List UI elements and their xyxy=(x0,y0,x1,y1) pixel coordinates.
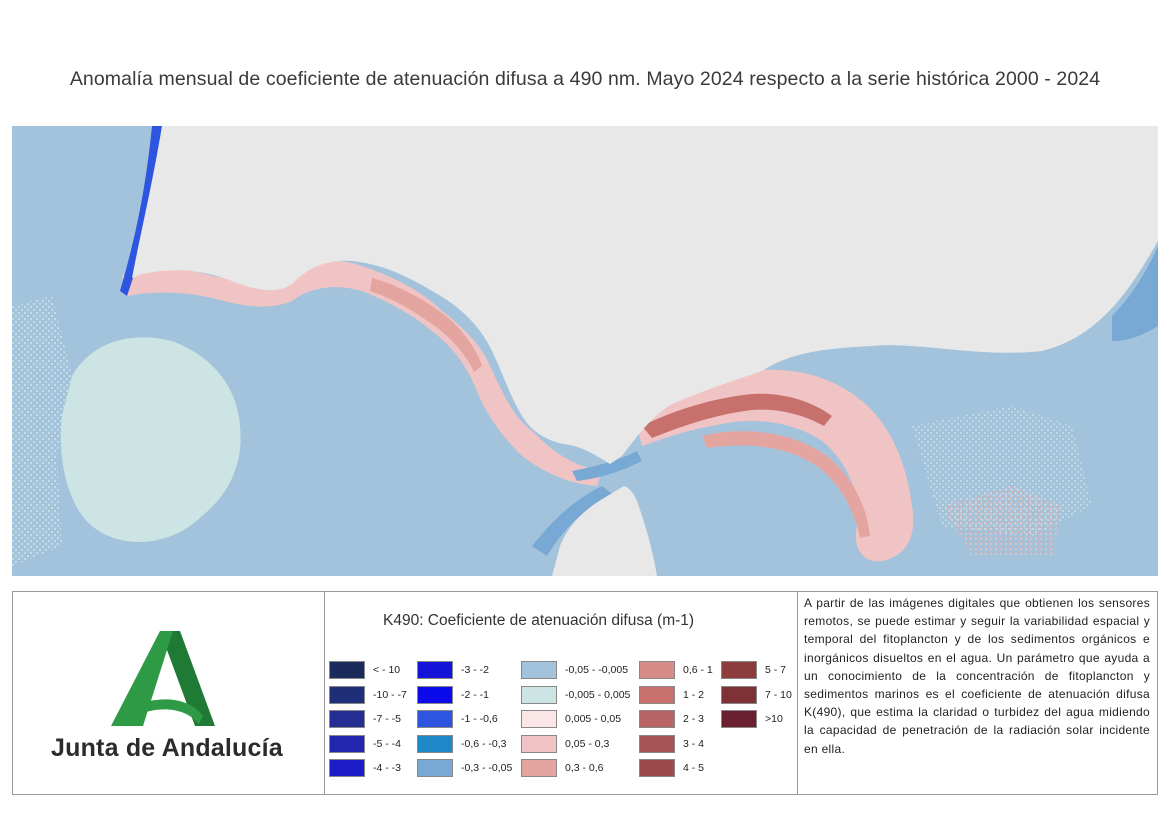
legend-swatch xyxy=(639,759,675,778)
coastal-strip-darker xyxy=(370,278,482,372)
legend-item: -7 - -5 xyxy=(329,707,407,732)
legend-item: -0,05 - -0,005 xyxy=(521,658,630,683)
legend-swatch xyxy=(329,661,365,680)
legend-column: 0,6 - 1 1 - 2 2 - 3 3 - 4 4 - 5 xyxy=(639,658,713,781)
legend-label: < - 10 xyxy=(373,664,401,677)
legend-panel: K490: Coeficiente de atenuación difusa (… xyxy=(325,592,798,794)
logo-wordmark: Junta de Andalucía xyxy=(51,734,283,762)
legend-item: 5 - 7 xyxy=(721,658,792,683)
iberia-land xyxy=(132,126,1158,464)
legend-label: 2 - 3 xyxy=(683,713,705,726)
legend-column: < - 10 -10 - -7 -7 - -5 -5 - -4 -4 - -3 xyxy=(329,658,407,781)
logo-panel: Junta de Andalucía xyxy=(13,592,325,794)
legend-swatch xyxy=(417,710,453,729)
legend-label: -7 - -5 xyxy=(373,713,402,726)
legend-swatch xyxy=(329,759,365,778)
legend-label: 5 - 7 xyxy=(765,664,787,677)
legend-swatch xyxy=(639,734,675,753)
legend-swatch xyxy=(329,685,365,704)
legend-label: -3 - -2 xyxy=(461,664,490,677)
legend-item: >10 xyxy=(721,707,792,732)
footer-panel: Junta de Andalucía K490: Coeficiente de … xyxy=(12,591,1158,795)
legend-item: -0,3 - -0,05 xyxy=(417,756,512,781)
africa-land xyxy=(552,486,657,576)
legend-item: 0,005 - 0,05 xyxy=(521,707,630,732)
legend-column: 5 - 7 7 - 10 >10 xyxy=(721,658,792,732)
atlantic-near-zero-zone xyxy=(60,337,241,543)
legend-label: -1 - -0,6 xyxy=(461,713,498,726)
legend-item: < - 10 xyxy=(329,658,407,683)
legend-swatch xyxy=(639,710,675,729)
east-coast-speck xyxy=(1112,246,1158,341)
alboran-mid-zone xyxy=(702,431,870,538)
legend-swatch xyxy=(521,710,557,729)
legend-swatch xyxy=(521,759,557,778)
legend-label: -10 - -7 xyxy=(373,688,407,701)
legend-label: 4 - 5 xyxy=(683,762,705,775)
legend-swatch xyxy=(639,661,675,680)
legend-label: 0,005 - 0,05 xyxy=(565,713,622,726)
legend-label: 3 - 4 xyxy=(683,737,705,750)
legend-label: -2 - -1 xyxy=(461,688,490,701)
legend-item: 0,3 - 0,6 xyxy=(521,756,630,781)
legend-label: 0,6 - 1 xyxy=(683,664,713,677)
legend-swatch xyxy=(329,734,365,753)
map-title: Anomalía mensual de coeficiente de atenu… xyxy=(69,68,1101,90)
legend-swatch xyxy=(721,710,757,729)
legend-label: -0,005 - 0,005 xyxy=(565,688,631,701)
legend-swatch xyxy=(721,661,757,680)
gibraltar-negative xyxy=(572,451,642,481)
legend-item: -10 - -7 xyxy=(329,683,407,708)
legend-swatch xyxy=(521,661,557,680)
legend-item: 7 - 10 xyxy=(721,683,792,708)
description-panel: A partir de las imágenes digitales que o… xyxy=(798,592,1157,794)
legend-label: 1 - 2 xyxy=(683,688,705,701)
legend-label: 7 - 10 xyxy=(765,688,792,701)
legend-label: -0,3 - -0,05 xyxy=(461,762,513,775)
map-canvas xyxy=(12,126,1158,576)
legend-item: -4 - -3 xyxy=(329,756,407,781)
alboran-high-zone xyxy=(642,393,832,438)
legend-swatch xyxy=(417,759,453,778)
anomaly-map xyxy=(12,126,1158,576)
legend-item: -3 - -2 xyxy=(417,658,512,683)
legend-item: 0,05 - 0,3 xyxy=(521,732,630,757)
legend-label: -4 - -3 xyxy=(373,762,402,775)
legend-swatch xyxy=(521,685,557,704)
legend-item: -0,005 - 0,005 xyxy=(521,683,630,708)
atlantic-speckle-zone xyxy=(12,296,72,566)
legend-label: 0,05 - 0,3 xyxy=(565,737,610,750)
legend-swatch xyxy=(521,734,557,753)
legend-swatch xyxy=(639,685,675,704)
africa-coast-negative xyxy=(532,486,612,556)
legend-swatch xyxy=(721,685,757,704)
legend-item: 1 - 2 xyxy=(639,683,713,708)
junta-andalucia-logo-icon xyxy=(111,631,215,726)
description-text: A partir de las imágenes digitales que o… xyxy=(804,596,1150,756)
legend-label: >10 xyxy=(765,713,783,726)
legend-item: 2 - 3 xyxy=(639,707,713,732)
legend-label: -0,6 - -0,3 xyxy=(461,737,507,750)
eastern-pink-speckle xyxy=(942,486,1062,556)
legend-swatch xyxy=(417,734,453,753)
legend-swatch xyxy=(417,685,453,704)
legend-item: -1 - -0,6 xyxy=(417,707,512,732)
legend-item: 0,6 - 1 xyxy=(639,658,713,683)
legend-item: 4 - 5 xyxy=(639,756,713,781)
legend-label: -0,05 - -0,005 xyxy=(565,664,629,677)
portugal-coast-negative xyxy=(120,126,162,296)
legend-title: K490: Coeficiente de atenuación difusa (… xyxy=(383,612,695,629)
legend-swatch xyxy=(417,661,453,680)
legend-label: -5 - -4 xyxy=(373,737,402,750)
legend-column: -3 - -2 -2 - -1 -1 - -0,6 -0,6 - -0,3 -0,3 -… xyxy=(417,658,512,781)
legend-swatch xyxy=(329,710,365,729)
legend-column: -0,05 - -0,005 -0,005 - 0,005 0,005 - 0,05… xyxy=(521,658,630,781)
legend-item: -5 - -4 xyxy=(329,732,407,757)
legend-item: 3 - 4 xyxy=(639,732,713,757)
legend-item: -2 - -1 xyxy=(417,683,512,708)
legend-item: -0,6 - -0,3 xyxy=(417,732,512,757)
coastal-positive-strip xyxy=(122,260,602,486)
legend-label: 0,3 - 0,6 xyxy=(565,762,604,775)
